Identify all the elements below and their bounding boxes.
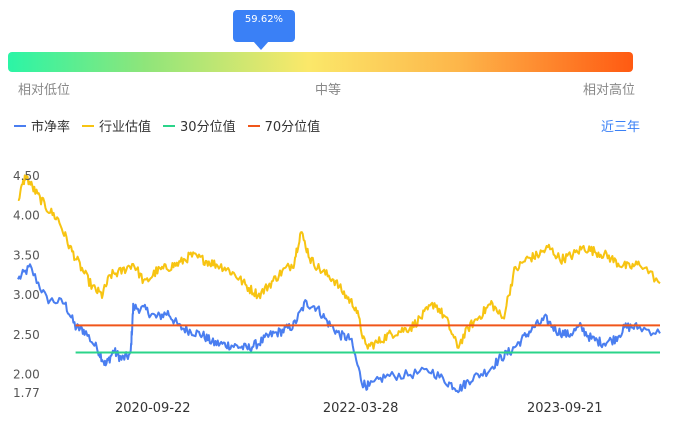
legend-label: 行业估值	[99, 120, 152, 135]
y-tick-label: 2.50	[13, 328, 40, 342]
valuation-gauge-bar	[8, 52, 633, 72]
y-tick-label: 2.00	[13, 368, 40, 382]
legend-swatch-icon	[163, 124, 176, 127]
chart-legend: 市净率 行业估值 30分位值 70分位值	[14, 116, 332, 135]
legend-swatch-icon	[247, 124, 260, 127]
gauge-mid-label: 中等	[315, 83, 342, 98]
series-line-1	[17, 263, 661, 394]
y-tick-label: 3.00	[13, 288, 40, 302]
legend-item-p70[interactable]: 70分位值	[247, 116, 321, 135]
percentile-value: 59.62%	[244, 14, 284, 25]
x-tick-label: 2023-09-21	[527, 401, 603, 416]
legend-swatch-icon	[14, 124, 26, 127]
gauge-high-label: 相对高位	[583, 83, 636, 98]
series-line-2	[17, 174, 661, 350]
gauge-low-label: 相对低位	[18, 83, 71, 98]
percentile-tooltip: 59.62%	[233, 10, 295, 42]
y-tick-label: 1.77	[13, 386, 40, 400]
tooltip-pointer-icon	[253, 41, 269, 50]
x-tick-label: 2022-03-28	[323, 401, 399, 416]
legend-label: 30分位值	[180, 120, 236, 135]
y-tick-label: 3.50	[13, 248, 40, 262]
y-tick-label: 4.00	[13, 209, 40, 223]
y-tick-label: 4.50	[13, 169, 40, 183]
legend-swatch-icon	[82, 124, 95, 127]
legend-label: 市净率	[31, 120, 71, 135]
legend-item-industry[interactable]: 行业估值	[82, 116, 151, 135]
legend-item-pb[interactable]: 市净率	[14, 116, 70, 135]
legend-item-p30[interactable]: 30分位值	[163, 116, 236, 135]
legend-label: 70分位值	[264, 120, 321, 135]
x-tick-label: 2020-09-22	[115, 401, 191, 416]
period-selector-button[interactable]: 近三年	[600, 120, 640, 135]
